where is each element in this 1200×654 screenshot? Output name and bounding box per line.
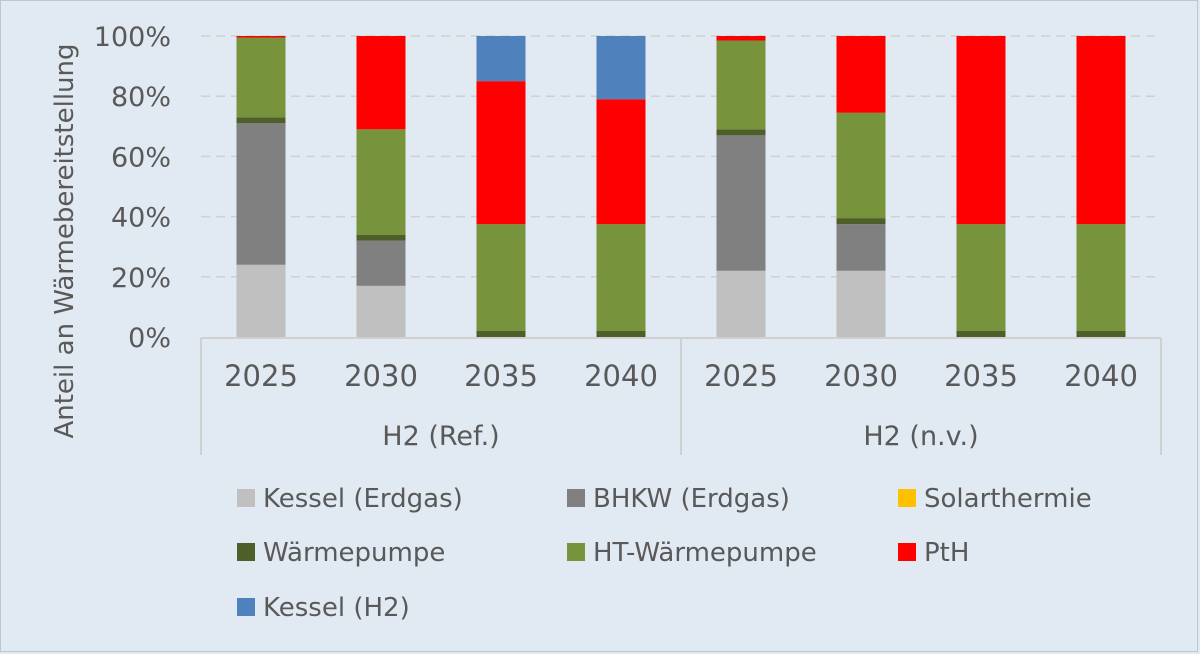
y-tick-label: 40% (111, 203, 171, 234)
legend-item: PtH (898, 538, 969, 568)
bar-segment (356, 285, 406, 337)
group-label: H2 (n.v.) (863, 421, 978, 452)
y-tick-label: 80% (111, 82, 171, 113)
bar-segment (836, 36, 886, 113)
legend-swatch (567, 543, 585, 561)
bar-segment (476, 224, 526, 331)
x-tick-label: 2030 (824, 359, 898, 393)
bar-segment (596, 330, 646, 337)
x-axis: 2025 2030 2035 2040 2025 2030 2035 2040 H2 (Ref.… (200, 337, 1162, 455)
x-tick-label: 2025 (224, 359, 298, 393)
bar-segment (836, 218, 886, 225)
legend-swatch (567, 489, 585, 507)
legend-item: Kessel (Erdgas) (237, 484, 463, 514)
legend-swatch (237, 598, 255, 616)
legend-item: HT-Wärmepumpe (567, 538, 817, 568)
bar-segment (476, 81, 526, 225)
legend-swatch (898, 489, 916, 507)
y-tick-label: 100% (94, 22, 171, 53)
bar-segment (596, 224, 646, 331)
legend-swatch (237, 543, 255, 561)
y-tick-labels: 0% 20% 40% 60% 80% 100% (94, 22, 171, 354)
x-tick-label: 2035 (464, 359, 538, 393)
gridlines (201, 35, 1161, 278)
legend-label: Wärmepumpe (263, 538, 445, 568)
bar-segment (716, 36, 766, 41)
x-tick-label: 2040 (1064, 359, 1138, 393)
bar-segment (356, 129, 406, 235)
legend-label: BHKW (Erdgas) (593, 484, 790, 514)
legend-item: Wärmepumpe (237, 538, 445, 568)
bar-segment (476, 330, 526, 337)
bar-segment (716, 129, 766, 136)
bar-segment (596, 99, 646, 225)
bar-segment (836, 224, 886, 271)
x-tick-label: 2035 (944, 359, 1018, 393)
bar-segment (956, 330, 1006, 337)
bar-segment (716, 135, 766, 271)
bar-segment (1076, 224, 1126, 331)
bar-segment (236, 264, 286, 337)
legend-item: BHKW (Erdgas) (567, 484, 790, 514)
bar-segment (356, 36, 406, 130)
bar-segment (356, 240, 406, 286)
group-label: H2 (Ref.) (382, 421, 499, 452)
legend-label: Solarthermie (924, 484, 1092, 514)
legend-label: Kessel (Erdgas) (263, 484, 463, 514)
bar-segment (476, 36, 526, 82)
x-tick-label: 2040 (584, 359, 658, 393)
y-tick-label: 20% (111, 263, 171, 294)
y-tick-label: 60% (111, 142, 171, 173)
legend-swatch (237, 489, 255, 507)
bar-segment (836, 270, 886, 337)
bar-segment (236, 123, 286, 265)
legend-item: Kessel (H2) (237, 593, 410, 623)
bar-segment (716, 40, 766, 130)
legend-label: Kessel (H2) (263, 593, 410, 623)
bar-segment (716, 270, 766, 337)
legend: Kessel (Erdgas) BHKW (Erdgas) Solarthermie… (237, 484, 1092, 623)
legend-item: Solarthermie (898, 484, 1092, 514)
bars (236, 36, 1126, 337)
bar-segment (236, 36, 286, 38)
bar-segment (596, 36, 646, 100)
bar-segment (236, 117, 286, 124)
bar-segment (356, 234, 406, 241)
legend-label: HT-Wärmepumpe (593, 538, 817, 568)
x-tick-label: 2025 (704, 359, 778, 393)
y-axis-title: Anteil an Wärmebereitstellung (50, 43, 80, 438)
bar-segment (956, 36, 1006, 225)
legend-swatch (898, 543, 916, 561)
bar-segment (956, 224, 1006, 331)
bar-segment (1076, 330, 1126, 337)
bar-segment (836, 112, 886, 219)
bar-segment (236, 37, 286, 118)
legend-label: PtH (924, 538, 969, 568)
x-tick-label: 2030 (344, 359, 418, 393)
bar-segment (1076, 36, 1126, 225)
y-tick-label: 0% (128, 323, 171, 354)
